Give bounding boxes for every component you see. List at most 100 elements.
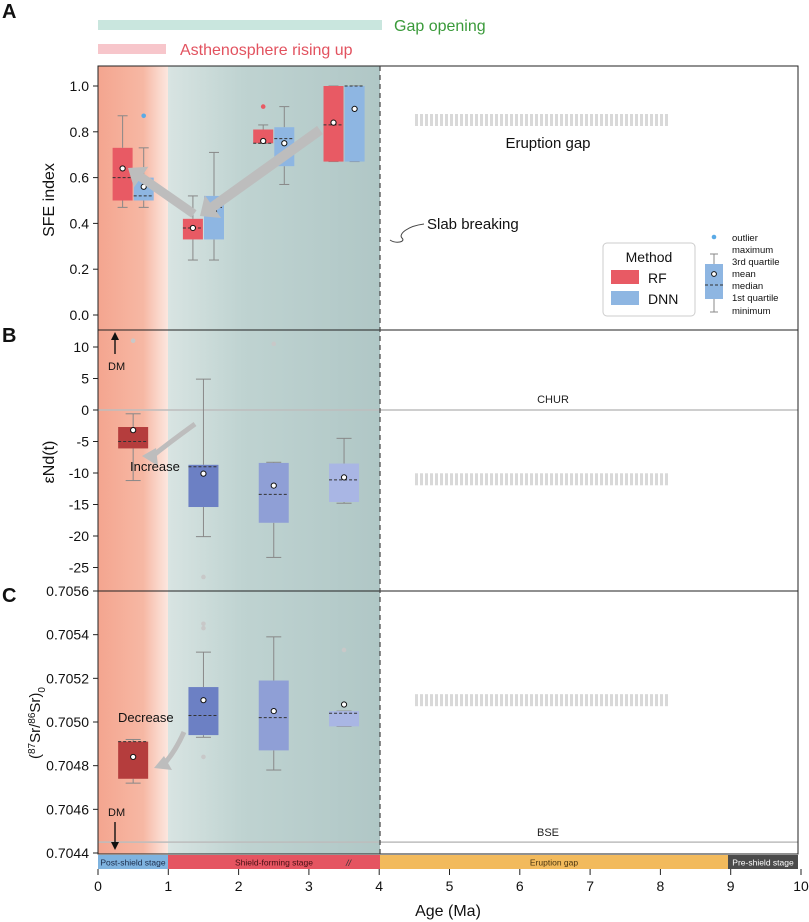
eruption-gap-hatch-c-stripe — [615, 694, 618, 707]
eruption-gap-hatch-c-stripe — [610, 694, 613, 707]
eruption-gap-hatch-b-stripe — [490, 473, 493, 486]
y-tick-label-2-2: 0.7052 — [46, 670, 89, 686]
eruption-gap-hatch-b-stripe — [555, 473, 558, 486]
eruption-gap-hatch-b-stripe — [525, 473, 528, 486]
eruption-gap-hatch-c-stripe — [420, 694, 423, 707]
y-tick-label-1-3: -5 — [77, 434, 90, 450]
eruption-gap-hatch-a-stripe — [530, 114, 533, 126]
dm-label-b: DM — [108, 361, 125, 373]
eruption-gap-hatch-a-stripe — [515, 114, 518, 126]
eruption-gap-hatch-c-stripe — [665, 694, 668, 707]
eruption-gap-hatch-c-stripe — [535, 694, 538, 707]
eruption-gap-hatch-a-stripe — [655, 114, 658, 126]
eruption-gap-hatch-c-stripe — [450, 694, 453, 707]
y-tick-label-0-0: 0.0 — [70, 307, 90, 323]
eruption-gap-hatch-b-stripe — [510, 473, 513, 486]
eruption-gap-hatch-c-stripe — [550, 694, 553, 707]
y-tick-label-1-5: -15 — [69, 497, 89, 513]
stage-eruption-gap — [380, 855, 728, 869]
asthenosphere-bar — [98, 44, 166, 54]
asthenosphere-label: Asthenosphere rising up — [180, 42, 353, 59]
nd-box-0-mean — [130, 427, 137, 434]
eruption-gap-hatch-a-stripe — [480, 114, 483, 126]
y-tick-label-2-4: 0.7048 — [46, 758, 89, 774]
sr-box-2 — [258, 636, 289, 771]
eruption-gap-hatch-b-stripe — [630, 473, 633, 486]
eruption-gap-hatch-a-stripe — [565, 114, 568, 126]
legend-title: Method — [626, 249, 673, 265]
y-tick-label-0-2: 0.4 — [70, 215, 90, 231]
nd-box-3-body — [329, 463, 360, 502]
eruption-gap-hatch-b-stripe — [455, 473, 458, 486]
eruption-gap-hatch-c-stripe — [465, 694, 468, 707]
sr-box-3-outlier-0 — [341, 647, 347, 653]
eruption-gap-hatch-b-stripe — [535, 473, 538, 486]
stage-eruption-gap-label: Eruption gap — [530, 858, 578, 868]
stage-post-shield-label: Post-shield stage — [100, 858, 165, 868]
eruption-gap-hatch-c-stripe — [595, 694, 598, 707]
eruption-gap-hatch-c-stripe — [445, 694, 448, 707]
eruption-gap-hatch-a-stripe — [590, 114, 593, 126]
box-key-label-5: 1st quartile — [732, 293, 778, 304]
eruption-gap-hatch-b-stripe — [580, 473, 583, 486]
nd-box-2-outlier-0 — [271, 341, 277, 347]
y-tick-label-1-4: -10 — [69, 465, 89, 481]
eruption-gap-hatch-c-stripe — [545, 694, 548, 707]
eruption-gap-hatch-c-stripe — [565, 694, 568, 707]
sr-box-0-body — [118, 741, 149, 779]
eruption-gap-hatch-c-stripe — [660, 694, 663, 707]
panel-label-c: C — [2, 585, 16, 607]
trend-arrow-c-head — [154, 756, 172, 770]
eruption-gap-hatch-c-stripe — [470, 694, 473, 707]
nd-box-2-body — [258, 462, 289, 523]
eruption-gap-hatch-b-stripe — [445, 473, 448, 486]
sr-box-1-outlier-0 — [201, 754, 206, 760]
eruption-gap-hatch-a-stripe — [525, 114, 528, 126]
x-tick-label-7: 7 — [586, 878, 594, 894]
eruption-gap-hatch-a-stripe — [500, 114, 503, 126]
eruption-gap-hatch-a-stripe — [535, 114, 538, 126]
sr-box-3-mean — [340, 701, 348, 708]
y-tick-label-2-6: 0.7044 — [46, 845, 89, 861]
eruption-gap-hatch-b-stripe — [590, 473, 593, 486]
eruption-gap-hatch-c-stripe — [650, 694, 653, 707]
eruption-gap-hatch-c-stripe — [600, 694, 603, 707]
eruption-gap-hatch-a-stripe — [450, 114, 453, 126]
box-key-label-2: 3rd quartile — [732, 257, 780, 268]
eruption-gap-hatch-c-stripe — [620, 694, 623, 707]
eruption-gap-hatch-b-stripe — [620, 473, 623, 486]
eruption-gap-hatch-a-stripe — [510, 114, 513, 126]
eruption-gap-hatch-b-stripe — [575, 473, 578, 486]
eruption-gap-hatch-b-stripe — [520, 473, 523, 486]
sr-box-3-body — [329, 711, 360, 727]
eruption-gap-hatch-a-stripe — [490, 114, 493, 126]
eruption-gap-hatch-a-stripe — [555, 114, 558, 126]
sr-box-2-mean — [270, 707, 277, 715]
eruption-gap-hatch-a-stripe — [665, 114, 668, 126]
nd-box-1-outlier-0 — [201, 574, 206, 580]
eruption-gap-hatch-b-stripe — [560, 473, 563, 486]
sfe-box-dnn-7-mean — [351, 105, 358, 113]
eruption-gap-hatch-a-stripe — [610, 114, 613, 126]
eruption-gap-hatch-c-stripe — [460, 694, 463, 707]
eruption-gap-hatch-c-stripe — [645, 694, 648, 707]
eruption-gap-hatch-a-stripe — [660, 114, 663, 126]
x-tick-label-3: 3 — [305, 878, 313, 894]
eruption-gap-hatch-c-stripe — [455, 694, 458, 707]
panel-frames — [97, 65, 799, 855]
eruption-gap-hatch-a-stripe — [440, 114, 443, 126]
eruption-gap-hatch-a-stripe — [615, 114, 618, 126]
nd-box-1 — [188, 378, 219, 580]
eruption-gap-hatch-b-stripe — [650, 473, 653, 486]
sr-box-1-body — [188, 687, 219, 736]
sfe-box-rf-4 — [253, 104, 274, 145]
eruption-gap-hatch-b-stripe — [515, 473, 518, 486]
x-tick-label-1: 1 — [164, 878, 172, 894]
box-key-outlier — [711, 234, 717, 240]
gap-opening-label: Gap opening — [394, 18, 486, 35]
stage-bar: Post-shield stage Shield-forming stage E… — [98, 855, 798, 869]
eruption-gap-hatch-c-stripe — [630, 694, 633, 707]
panel-label-a: A — [2, 1, 16, 23]
sfe-box-rf-4-outlier-0 — [260, 104, 266, 109]
box-key-label-6: minimum — [732, 306, 771, 317]
